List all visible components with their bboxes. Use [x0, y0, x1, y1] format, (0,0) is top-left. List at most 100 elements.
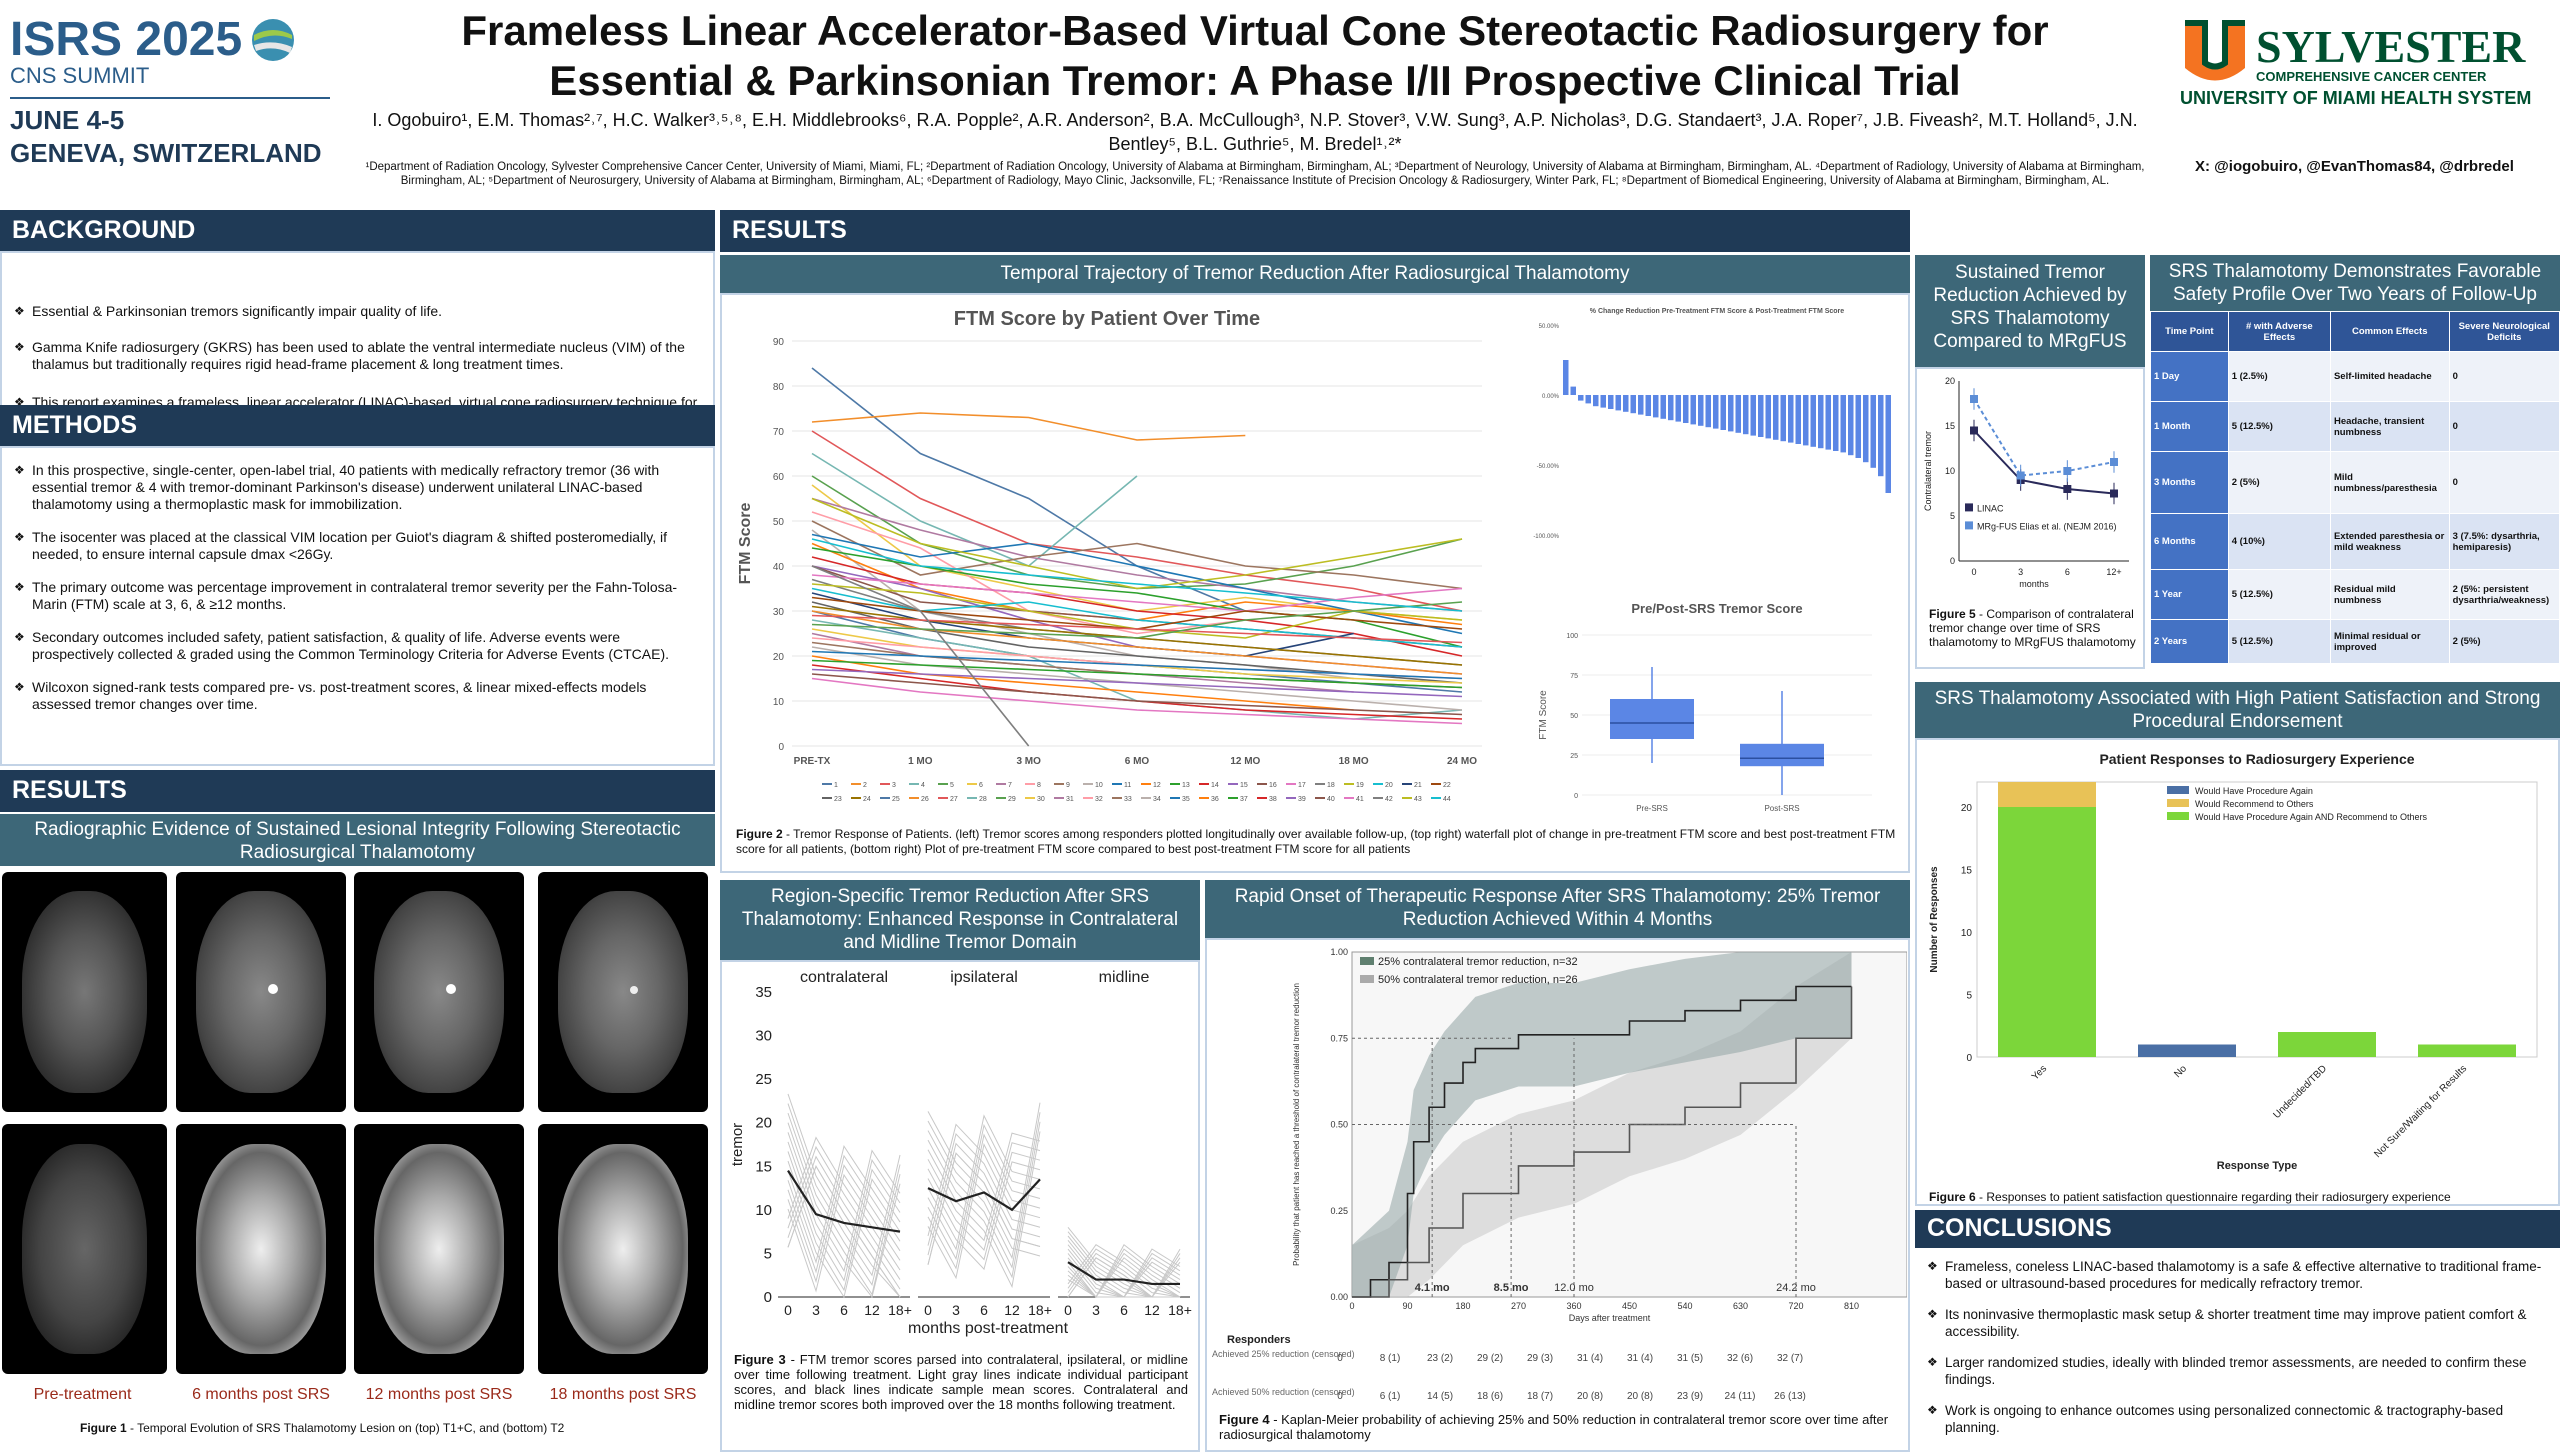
- globe-icon: [252, 18, 295, 61]
- y-tick-label: 15: [1961, 866, 1973, 877]
- mri-t2-12mo: [354, 1124, 524, 1374]
- table-cell: 5 (12.5%): [2227, 569, 2331, 620]
- table-cell: 3 Months: [2150, 451, 2229, 514]
- x-tick-label: 720: [1788, 1301, 1803, 1311]
- x-tick-label: 6: [2065, 567, 2070, 577]
- individual-line: [1067, 1252, 1181, 1298]
- x-tick-label: 0: [1064, 1302, 1072, 1318]
- mean-line: [1067, 1261, 1180, 1286]
- y-tick-label: 1.00: [1330, 947, 1348, 957]
- waterfall-bar: [1773, 395, 1779, 440]
- y-tick-label: 0.25: [1330, 1206, 1348, 1216]
- x-axis-label: months post-treatment: [908, 1320, 1069, 1337]
- legend-label: 38: [1269, 796, 1277, 803]
- waterfall-bar: [1570, 386, 1576, 395]
- methods-bullet: Secondary outcomes included safety, pati…: [2, 629, 713, 663]
- legend-label: 35: [1182, 796, 1190, 803]
- waterfall-bar: [1683, 395, 1689, 423]
- y-tick-label: 0.50: [1330, 1120, 1348, 1130]
- sylvester-umhs: UNIVERSITY OF MIAMI HEALTH SYSTEM: [2180, 88, 2532, 108]
- legend-label: 22: [1443, 782, 1451, 789]
- table-cell: 2 (5%): [2227, 451, 2331, 514]
- responders-value: 20 (8): [1627, 1391, 1653, 1402]
- individual-line: [927, 1123, 1041, 1261]
- waterfall-bar: [1743, 395, 1749, 435]
- x-tick-label: Yes: [2030, 1063, 2049, 1082]
- individual-line: [787, 1151, 901, 1282]
- methods-bullet: The isocenter was placed at the classica…: [2, 529, 713, 563]
- responders-value: 31 (5): [1677, 1353, 1703, 1364]
- x-tick-label: 18+: [1028, 1302, 1052, 1318]
- legend-label: 9: [1066, 782, 1070, 789]
- x-tick-label: 0: [1971, 567, 1976, 577]
- ftm-line-chart: FTM Score by Patient Over Time FTM Score 0…: [737, 308, 1482, 803]
- sylvester-subtitle: COMPREHENSIVE CANCER CENTER: [2256, 69, 2487, 84]
- waterfall-bar: [1825, 395, 1831, 450]
- responders-value: 29 (3): [1527, 1353, 1553, 1364]
- y-tick-label: 0.00: [1330, 1292, 1348, 1302]
- waterfall-bar: [1563, 360, 1569, 395]
- x-tick-label: 12: [1004, 1302, 1020, 1318]
- x-tick-label: 24 MO: [1447, 756, 1477, 767]
- poster-title-line1: Frameless Linear Accelerator-Based Virtu…: [461, 7, 2049, 54]
- legend-label: 23: [834, 796, 842, 803]
- legend-label: 16: [1269, 782, 1277, 789]
- panel-title: contralateral: [800, 969, 888, 986]
- legend-swatch: [1965, 521, 1973, 530]
- y-tick-label: 25: [755, 1071, 772, 1088]
- legend-label: 41: [1356, 796, 1364, 803]
- y-tick-label: 50: [773, 517, 785, 528]
- legend-label: 44: [1443, 796, 1451, 803]
- individual-line: [927, 1112, 1041, 1269]
- waterfall-bar: [1810, 395, 1816, 447]
- y-tick-label: 50: [1570, 713, 1578, 720]
- individual-line: [787, 1164, 901, 1284]
- legend-swatch: [1360, 975, 1374, 983]
- waterfall-bar: [1780, 395, 1786, 442]
- mri-label-6mo: 6 months post SRS: [192, 1386, 330, 1403]
- fig4-panel: Probability that patient has reached a t…: [1205, 938, 1910, 1452]
- legend-label: 7: [1008, 782, 1012, 789]
- waterfall-bar: [1840, 395, 1846, 453]
- waterfall-bar: [1833, 395, 1839, 451]
- waterfall-bar: [1653, 395, 1659, 418]
- waterfall-bar: [1675, 395, 1681, 422]
- legend-label: 36: [1211, 796, 1219, 803]
- individual-line: [787, 1173, 901, 1293]
- methods-bullet: Wilcoxon signed-rank tests compared pre-…: [2, 679, 713, 713]
- x-tick-label: 6: [980, 1302, 988, 1318]
- waterfall-bar: [1660, 395, 1666, 419]
- stacked-bar: [1998, 782, 2096, 807]
- conference-date: JUNE 4-5: [10, 105, 125, 135]
- data-point: [2063, 467, 2072, 475]
- series-line: [811, 565, 1030, 747]
- legend-swatch: [2167, 812, 2189, 820]
- data-point: [1970, 395, 1978, 403]
- mri-t2-18mo: [538, 1124, 708, 1374]
- box-plot: Pre/Post-SRS Tremor Score FTM Score 0 25 50 7…: [1538, 601, 1872, 813]
- x-tick-label: 12: [1144, 1302, 1160, 1318]
- y-tick-label: 50.00%: [1539, 324, 1560, 330]
- x-tick-label: 3: [1092, 1302, 1100, 1318]
- legend-label: 20: [1385, 782, 1393, 789]
- table-cell: 1 Year: [2150, 569, 2229, 620]
- legend-label: Would Have Procedure Again AND Recommend…: [2195, 812, 2427, 822]
- table-cell: 2 (5%): [2448, 619, 2560, 664]
- y-tick-label: -50.00%: [1537, 464, 1560, 470]
- th-ae: # with Adverse Effects: [2227, 311, 2331, 352]
- annotation-label: 4.1 mo: [1415, 1282, 1450, 1294]
- y-tick-label: 15: [755, 1158, 772, 1175]
- legend-label: 18: [1327, 782, 1335, 789]
- fig3-caption: Figure 3 - FTM tremor scores parsed into…: [734, 1352, 1188, 1412]
- stacked-bar: [2138, 1044, 2236, 1057]
- responders-value: 18 (7): [1527, 1391, 1553, 1402]
- waterfall-bar: [1638, 395, 1644, 415]
- waterfall-bar: [1818, 395, 1824, 449]
- waterfall-bar: [1600, 395, 1606, 408]
- annotation-label: 8.5 mo: [1494, 1282, 1529, 1294]
- fig6-caption: Figure 6 - Responses to patient satisfac…: [1929, 1190, 2451, 1204]
- fig6-subtitle: SRS Thalamotomy Associated with High Pat…: [1915, 682, 2560, 738]
- fig1-caption: Figure 1 - Temporal Evolution of SRS Tha…: [80, 1421, 565, 1435]
- individual-line: [787, 1154, 901, 1274]
